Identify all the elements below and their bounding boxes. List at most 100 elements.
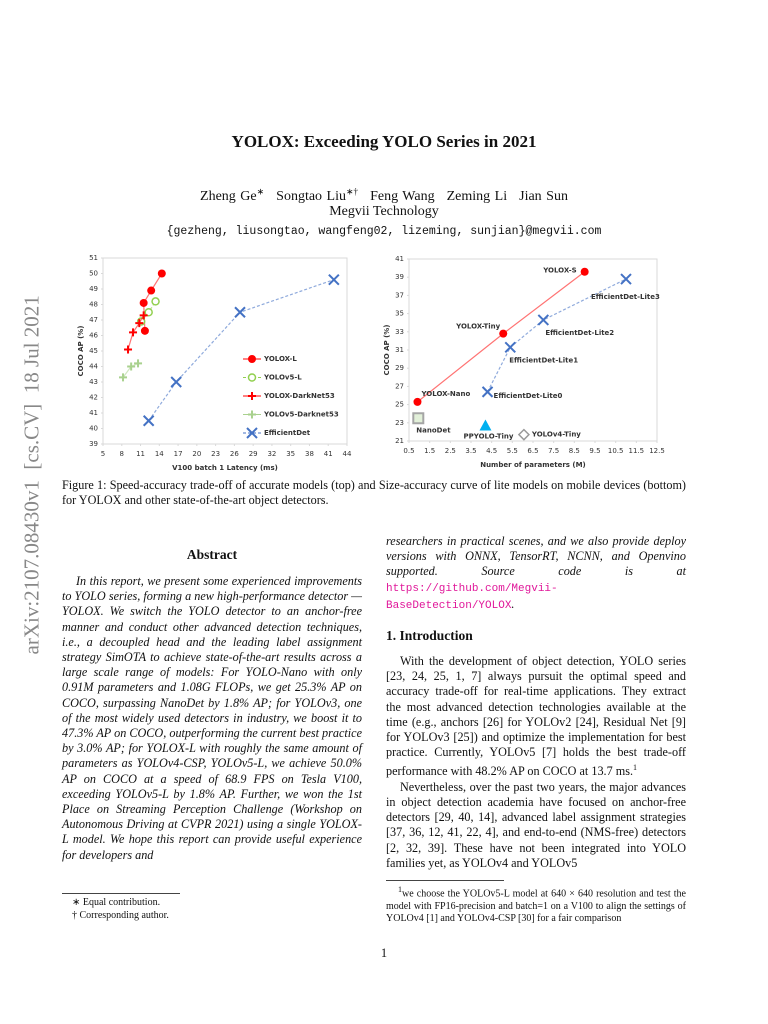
link: https://github.com/Megvii-BaseDetection/…	[386, 582, 558, 612]
legend-label: EfficientDet	[264, 429, 311, 437]
x-tick-label: 3.5	[465, 447, 476, 455]
point-label: NanoDet	[416, 426, 451, 434]
point-label: EfficientDet-Lite2	[545, 329, 614, 337]
footnote-mark: 1	[633, 763, 637, 773]
y-tick-label: 39	[395, 273, 404, 281]
affiliation: Megvii Technology	[329, 204, 439, 219]
y-tick-label: 44	[89, 363, 98, 371]
marker	[142, 415, 155, 427]
point-label: YOLOX-S	[542, 267, 576, 275]
y-tick-label: 40	[89, 425, 98, 433]
author-name: Zeming Li	[446, 188, 508, 204]
x-tick-label: 6.5	[527, 447, 538, 455]
x-tick-label: 17	[174, 450, 183, 458]
y-tick-label: 45	[89, 347, 98, 355]
abstract-continued: researchers in practical scenes, and we …	[386, 534, 686, 614]
x-tick-label: 11	[136, 450, 145, 458]
x-tick-label: 5	[101, 450, 105, 458]
legend-marker	[248, 355, 256, 363]
intro-text: With the development of object detection…	[386, 654, 686, 871]
x-tick-label: 9.5	[589, 447, 600, 455]
y-tick-label: 41	[395, 255, 404, 263]
x-tick-label: 10.5	[608, 447, 624, 455]
abstract-text: In this report, we present some experien…	[62, 574, 362, 862]
x-tick-label: 8.5	[569, 447, 580, 455]
point-label: PPYOLO-Tiny	[464, 433, 514, 441]
y-tick-label: 49	[89, 285, 98, 293]
series-line	[148, 279, 335, 422]
y-tick-label: 48	[89, 301, 98, 309]
series-line	[127, 315, 145, 350]
x-tick-label: 26	[230, 450, 239, 458]
x-tick-label: 20	[192, 450, 201, 458]
marker	[139, 311, 148, 320]
legend-marker	[248, 392, 256, 400]
params-chart: 21 23 25 27 29 31 33 35 37 39 41 0.5 1.5 2.5 3.5 4.5 5.5…	[383, 255, 665, 469]
y-tick-label: 51	[89, 254, 98, 262]
author-mark: ∗†	[346, 186, 359, 196]
marker	[328, 273, 340, 286]
x-tick-label: 1.5	[424, 447, 435, 455]
legend-marker	[247, 373, 257, 382]
y-tick-label: 27	[395, 382, 404, 390]
y-tick-label: 35	[395, 310, 404, 318]
x-tick-label: 35	[286, 450, 295, 458]
point-label: EfficientDet-Lite3	[591, 293, 660, 301]
marker	[234, 306, 246, 318]
marker	[151, 297, 160, 306]
abstract-heading: Abstract	[186, 547, 238, 562]
marker	[481, 386, 494, 398]
author: Zeming Li	[447, 189, 508, 204]
author-name: Zheng Ge	[200, 188, 257, 204]
x-tick-label: 29	[249, 450, 258, 458]
text: .	[511, 596, 515, 611]
author: Zheng Ge∗	[200, 186, 265, 204]
marker	[620, 273, 632, 285]
point-label: EfficientDet-Lite0	[494, 392, 563, 400]
marker	[517, 428, 530, 441]
marker	[157, 269, 166, 278]
x-tick-label: 4.5	[486, 447, 497, 455]
author-list: Zheng Ge∗ Songtao Liu∗† Feng Wang Zeming Li…	[0, 186, 768, 205]
legend-label: YOLOX-DarkNet53	[263, 392, 335, 400]
author-name: Jian Sun	[519, 188, 568, 204]
marker	[140, 326, 149, 335]
arxiv-stamp: arXiv:2107.08430v1 [cs.CV] 18 Jul 2021	[19, 295, 44, 655]
author: Songtao Liu∗†	[276, 186, 359, 204]
footnote-rule	[62, 893, 180, 894]
marker	[147, 286, 156, 295]
x-tick-label: 12.5	[649, 447, 665, 455]
y-tick-label: 39	[89, 440, 98, 448]
marker	[499, 329, 508, 338]
marker	[144, 308, 153, 317]
x-tick-label: 0.5	[403, 447, 414, 455]
x-tick-label: 38	[305, 450, 314, 458]
author: Jian Sun	[519, 189, 568, 204]
x-tick-label: 14	[155, 450, 164, 458]
point-label: EfficientDet-Lite1	[509, 356, 578, 364]
y-tick-label: 41	[89, 409, 98, 417]
y-tick-label: 46	[89, 332, 98, 340]
marker	[127, 362, 136, 371]
author-mark: ∗	[256, 186, 265, 196]
marker	[124, 345, 133, 354]
x-tick-label: 2.5	[445, 447, 456, 455]
text: we choose the YOLOv5-L model at 640 × 64…	[386, 888, 686, 925]
x-tick-label: 5.5	[507, 447, 518, 455]
y-tick-label: 23	[395, 419, 404, 427]
text: Nevertheless, over the past two years, t…	[386, 779, 686, 870]
x-tick-label: 11.5	[629, 447, 645, 455]
marker	[135, 319, 144, 328]
point-label: YOLOX-Nano	[420, 390, 470, 398]
footnote: ∗ Equal contribution.	[72, 897, 161, 908]
y-axis-label: COCO AP (%)	[77, 325, 85, 376]
footnote: 1we choose the YOLOv5-L model at 640 × 6…	[386, 884, 686, 926]
author-name: Feng Wang	[370, 188, 435, 204]
y-tick-label: 50	[89, 270, 98, 278]
text: With the development of object detection…	[386, 654, 686, 779]
y-tick-label: 25	[395, 401, 404, 409]
x-axis-label: Number of parameters (M)	[480, 461, 586, 469]
y-tick-label: 42	[89, 394, 98, 402]
x-tick-label: 7.5	[548, 447, 559, 455]
